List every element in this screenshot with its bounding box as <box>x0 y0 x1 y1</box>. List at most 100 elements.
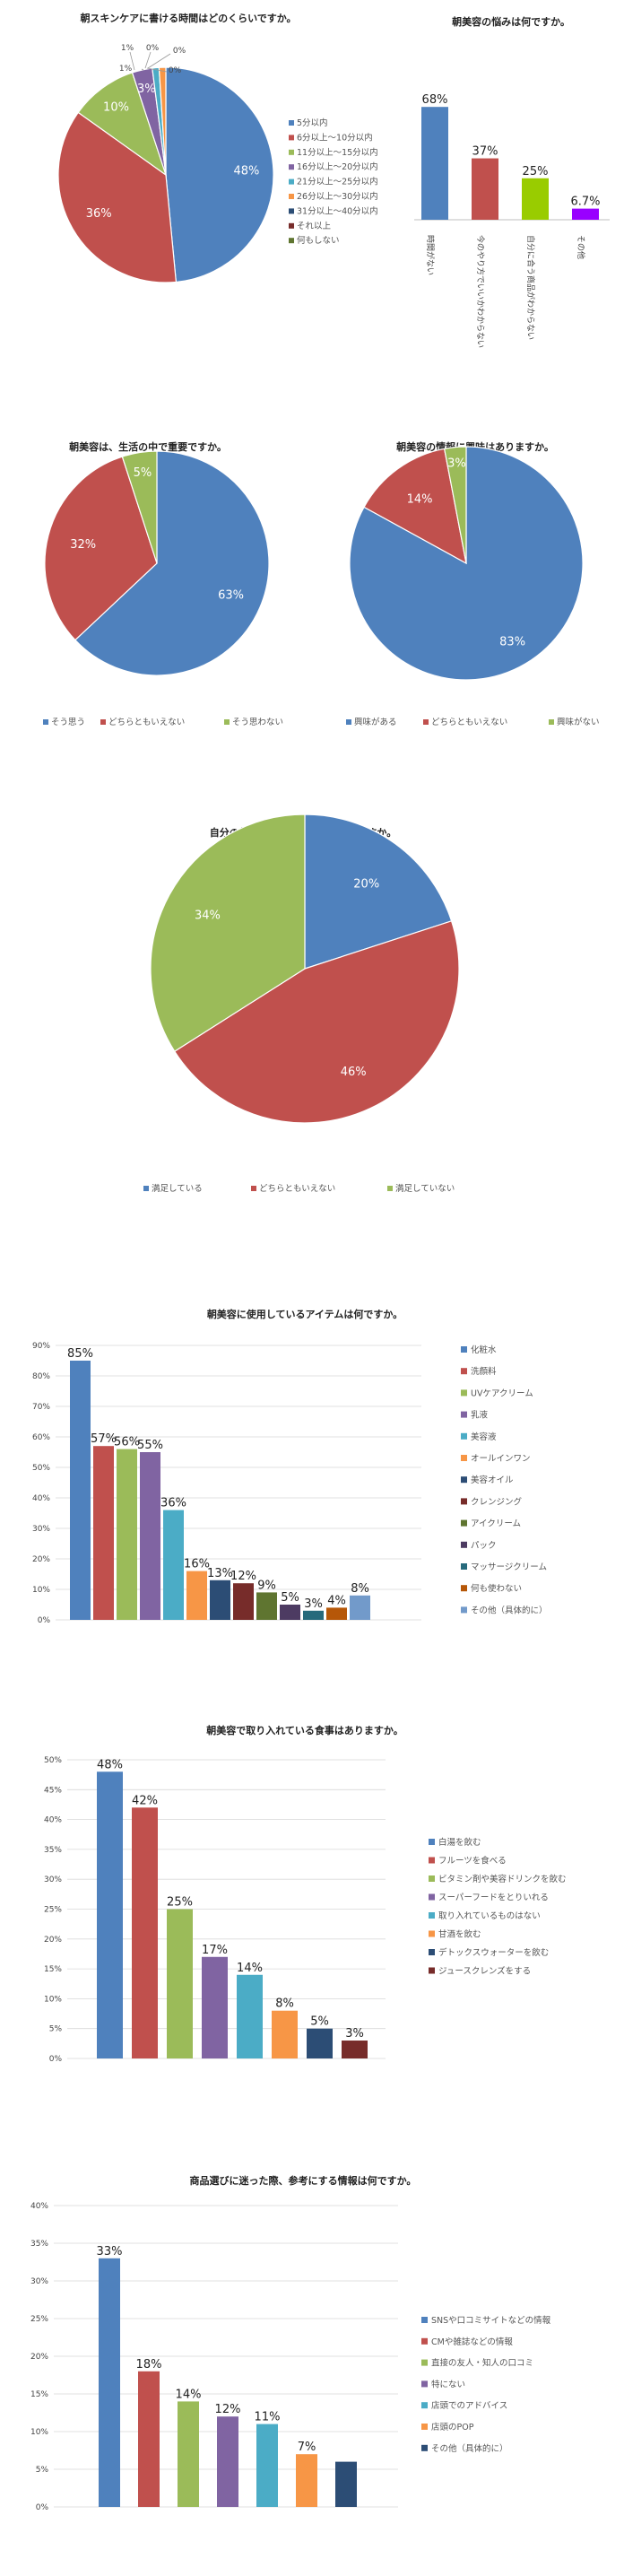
legend-entry: SNSや口コミサイトなどの情報 <box>431 2315 551 2326</box>
legend-entry: クレンジング <box>471 1496 523 1507</box>
bar <box>472 158 498 220</box>
y-tick-label: 0% <box>38 1616 51 1625</box>
legend-entry: 白湯を飲む <box>438 1837 481 1848</box>
bar-value-label: 16% <box>184 1558 210 1571</box>
y-tick-label: 45% <box>44 1786 62 1795</box>
legend-swatch <box>421 2337 428 2345</box>
bar <box>138 2371 160 2507</box>
legend-swatch <box>224 719 230 725</box>
legend-entry: 5分以内 <box>297 117 328 128</box>
bar <box>421 107 448 220</box>
bar-value-label: 13% <box>207 1567 233 1580</box>
bar <box>256 1592 277 1620</box>
legend-swatch <box>421 2444 428 2451</box>
bar <box>335 2461 357 2507</box>
chart-title: 朝美容に使用しているアイテムは何ですか。 <box>207 1308 403 1320</box>
slice-label: 34% <box>195 909 221 922</box>
x-category-label: 自分に合う商品がわからない <box>525 235 536 340</box>
y-tick-label: 10% <box>30 2428 48 2437</box>
x-category-label: 今のやり方でいいかわからない <box>475 235 486 348</box>
y-tick-label: 40% <box>30 2202 48 2211</box>
legend-swatch <box>289 194 294 199</box>
legend-swatch <box>43 719 48 725</box>
bar-value-label: 6.7% <box>570 196 600 209</box>
bar-value-label: 68% <box>422 93 448 107</box>
legend-swatch <box>429 1930 435 1937</box>
pie-slice <box>77 72 168 177</box>
legend-swatch <box>289 208 294 214</box>
bar-value-label: 9% <box>257 1579 276 1592</box>
y-tick-label: 40% <box>32 1494 50 1503</box>
legend-swatch <box>289 164 294 170</box>
legend-swatch <box>461 1519 467 1527</box>
pie-slice <box>349 446 584 681</box>
bar-value-label: 3% <box>304 1597 323 1611</box>
y-tick-label: 10% <box>44 1995 62 2004</box>
legend-entry: 興味がない <box>557 717 600 727</box>
legend-entry: 美容オイル <box>471 1475 514 1485</box>
legend-swatch <box>461 1368 467 1375</box>
y-tick-label: 5% <box>49 2025 63 2034</box>
slice-label: 3% <box>447 457 466 471</box>
y-tick-label: 70% <box>32 1403 50 1412</box>
legend-swatch <box>346 719 351 725</box>
slice-label: 0% <box>169 66 182 75</box>
bar <box>217 2416 238 2507</box>
chart-title: 朝美容の悩みは何ですか。 <box>452 15 570 28</box>
bar-value-label: 85% <box>67 1347 93 1361</box>
pie-slice <box>158 66 167 176</box>
slice-label: 83% <box>499 635 525 648</box>
bar <box>117 1449 137 1620</box>
legend-swatch <box>421 2402 428 2409</box>
bar-value-label: 42% <box>132 1794 158 1807</box>
bar-value-label: 3% <box>345 2027 364 2041</box>
bar-chart-7: 商品選びに迷った際、参考にする情報は何ですか。 0% 5% 10% 15% 20% 25% 3… <box>30 2174 551 2512</box>
x-category-label: その他 <box>576 235 586 259</box>
slice-label: 63% <box>218 589 244 603</box>
y-tick-label: 5% <box>36 2466 49 2475</box>
legend-entry: オールインワン <box>471 1454 531 1464</box>
y-tick-label: 40% <box>44 1816 62 1825</box>
legend-entry: デトックスウォーターを飲む <box>438 1947 549 1958</box>
y-tick-label: 20% <box>32 1555 50 1564</box>
legend-entry: 特にない <box>431 2379 465 2389</box>
bar <box>350 1595 370 1620</box>
legend-swatch <box>429 1949 435 1955</box>
legend-swatch <box>429 1839 435 1845</box>
slice-label: 5% <box>134 466 152 480</box>
bar-value-label: 57% <box>91 1432 117 1446</box>
bar-value-label: 33% <box>97 2245 123 2258</box>
legend-swatch <box>461 1411 467 1418</box>
bar <box>186 1571 207 1620</box>
legend-entry: フルーツを食べる <box>438 1856 507 1867</box>
pie-slice <box>57 111 178 283</box>
bar <box>572 208 599 220</box>
legend-entry: どちらともいえない <box>108 718 185 727</box>
legend-entry: その他（具体的に） <box>431 2443 508 2454</box>
legend-swatch <box>461 1585 467 1592</box>
legend-entry: CMや雑誌などの情報 <box>431 2337 513 2347</box>
legend-swatch <box>461 1346 467 1353</box>
bar <box>163 1510 184 1620</box>
bar-value-label: 12% <box>215 2403 241 2416</box>
bar-value-label: 5% <box>281 1591 299 1605</box>
bar <box>256 2424 278 2507</box>
legend-entry: 化粧水 <box>471 1345 497 1355</box>
legend-swatch <box>289 135 294 141</box>
y-tick-label: 50% <box>44 1756 62 1765</box>
slice-label: 32% <box>70 538 96 552</box>
legend-entry: 26分以上～30分以内 <box>297 191 378 202</box>
bar-value-label: 7% <box>298 2441 316 2454</box>
chart-title: 朝美容は、生活の中で重要ですか。 <box>69 440 227 453</box>
bar <box>167 1909 193 2058</box>
legend-entry: パック <box>471 1541 497 1551</box>
legend-swatch <box>429 1875 435 1882</box>
y-tick-label: 30% <box>32 1525 50 1534</box>
y-tick-label: 80% <box>32 1372 50 1381</box>
legend-swatch <box>549 719 554 725</box>
slice-label: 1% <box>121 44 134 53</box>
bar <box>326 1607 347 1620</box>
bar-value-label: 18% <box>136 2358 162 2371</box>
legend-entry: 満足している <box>152 1184 203 1194</box>
